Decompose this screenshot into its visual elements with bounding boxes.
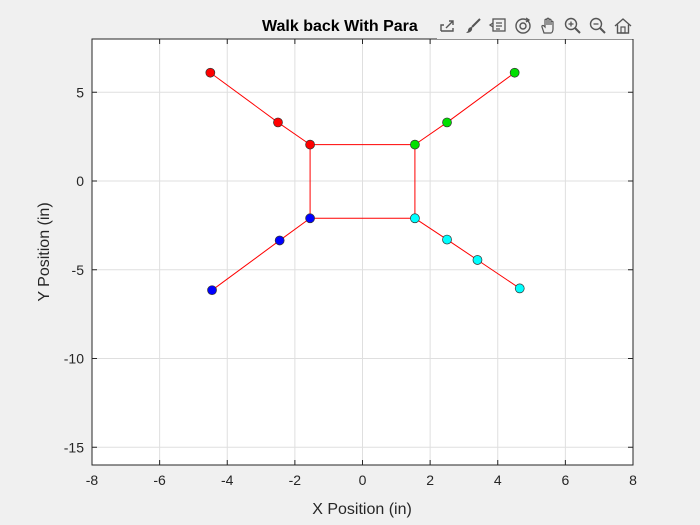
- data-point: [274, 235, 285, 246]
- zoom-in-icon[interactable]: [562, 15, 583, 37]
- data-point: [205, 67, 216, 78]
- leg-line: [414, 217, 521, 289]
- y-tick-label: -10: [64, 351, 84, 367]
- y-tick-label: -15: [64, 439, 84, 455]
- axes-toolbar: [437, 13, 637, 39]
- chart-title: Walk back With Para: [262, 18, 418, 35]
- x-tick-label: 2: [426, 472, 434, 488]
- y-axis-label: Y Position (in): [36, 202, 53, 301]
- home-icon[interactable]: [612, 15, 633, 37]
- data-tips-icon[interactable]: [487, 15, 508, 37]
- data-point: [207, 285, 217, 296]
- data-point: [305, 139, 315, 150]
- data-point: [442, 117, 452, 128]
- data-point: [509, 67, 520, 78]
- zoom-out-icon[interactable]: [587, 15, 608, 37]
- pan-icon[interactable]: [537, 15, 558, 37]
- x-tick-label: 4: [494, 472, 502, 488]
- y-tick-label: -5: [72, 262, 85, 278]
- data-point: [442, 234, 452, 245]
- data-point: [273, 117, 283, 128]
- y-tick-label: 0: [76, 173, 84, 189]
- data-point: [410, 213, 420, 224]
- x-tick-label: -8: [86, 472, 99, 488]
- x-tick-label: 8: [629, 472, 637, 488]
- x-tick-label: -6: [153, 472, 166, 488]
- data-points: [205, 67, 525, 296]
- x-tick-label: -4: [221, 472, 234, 488]
- brush-icon[interactable]: [462, 15, 483, 37]
- ticks: -8 -6 -4 -2 0 2 4 6 8 -15 -10 -5 0 5: [64, 39, 637, 488]
- x-axis-label: X Position (in): [312, 501, 412, 518]
- x-tick-label: 0: [359, 472, 367, 488]
- data-point: [472, 255, 483, 265]
- data-point: [305, 213, 315, 224]
- data-point: [514, 283, 525, 294]
- grid: [92, 39, 633, 465]
- x-tick-label: -2: [289, 472, 302, 488]
- rotate-icon[interactable]: [512, 15, 533, 37]
- data-point: [410, 139, 420, 150]
- y-tick-label: 5: [76, 84, 84, 100]
- export-icon[interactable]: [437, 15, 458, 37]
- x-tick-label: 6: [561, 472, 569, 488]
